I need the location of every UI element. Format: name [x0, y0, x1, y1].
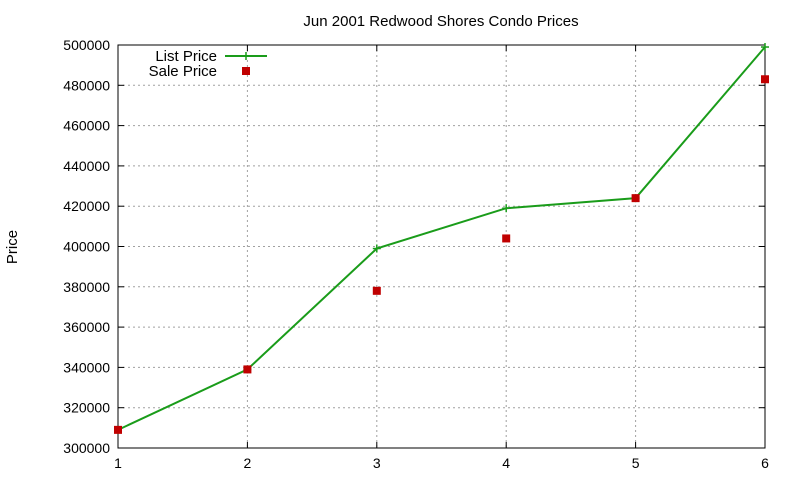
y-tick-label: 360000	[63, 319, 110, 335]
legend-label-sale-price: Sale Price	[149, 63, 217, 80]
x-tick-label: 1	[114, 455, 122, 471]
x-tick-label: 2	[244, 455, 252, 471]
chart-title: Jun 2001 Redwood Shores Condo Prices	[303, 13, 578, 30]
y-axis-label: Price	[4, 230, 21, 264]
list-price-point	[372, 244, 381, 253]
sale-price-point	[114, 425, 122, 434]
y-tick-label: 300000	[63, 440, 110, 456]
y-tick-label: 460000	[63, 118, 110, 134]
y-tick-label: 440000	[63, 158, 110, 174]
x-tick-label: 3	[373, 455, 381, 471]
plot-frame	[117, 44, 766, 449]
y-tick-label: 480000	[63, 77, 110, 93]
grid	[118, 45, 765, 448]
axis-ticks: 300000 320000 340000 360000 380000 400000 4200…	[63, 37, 769, 471]
y-tick-label: 340000	[63, 359, 110, 375]
x-tick-label: 5	[632, 455, 640, 471]
sale-price-point	[372, 286, 381, 295]
y-tick-label: 400000	[63, 239, 110, 255]
list-price-point	[761, 43, 769, 52]
y-tick-label: 380000	[63, 279, 110, 295]
legend-marker-sale-price	[242, 67, 250, 75]
y-tick-label: 500000	[63, 37, 110, 53]
x-tick-label: 4	[502, 455, 510, 471]
y-tick-label: 420000	[63, 198, 110, 214]
list-price-point	[502, 204, 511, 213]
legend-label-list-price: List Price	[155, 48, 217, 65]
sale-price-point	[502, 234, 511, 243]
list-price-line	[117, 46, 766, 431]
legend-marker-list-price	[242, 52, 250, 60]
y-tick-label: 320000	[63, 400, 110, 416]
series-layer	[114, 43, 769, 434]
sale-price-point	[631, 194, 640, 203]
sale-price-point	[243, 365, 252, 374]
x-tick-label: 6	[761, 455, 769, 471]
sale-price-point	[761, 75, 769, 84]
